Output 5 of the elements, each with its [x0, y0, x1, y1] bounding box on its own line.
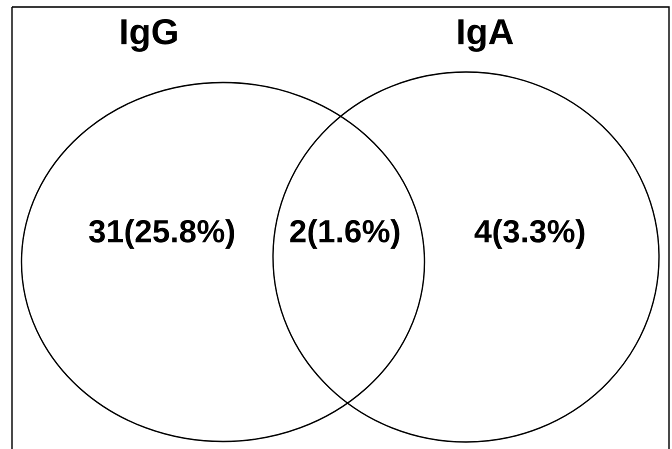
data-label: 2(1.6%) [290, 219, 400, 249]
data-label: 31(25.8%) [89, 219, 234, 249]
data-label: 4(3.3%) [474, 219, 584, 249]
text: IgG [121, 18, 177, 52]
text: IgA [458, 19, 514, 52]
